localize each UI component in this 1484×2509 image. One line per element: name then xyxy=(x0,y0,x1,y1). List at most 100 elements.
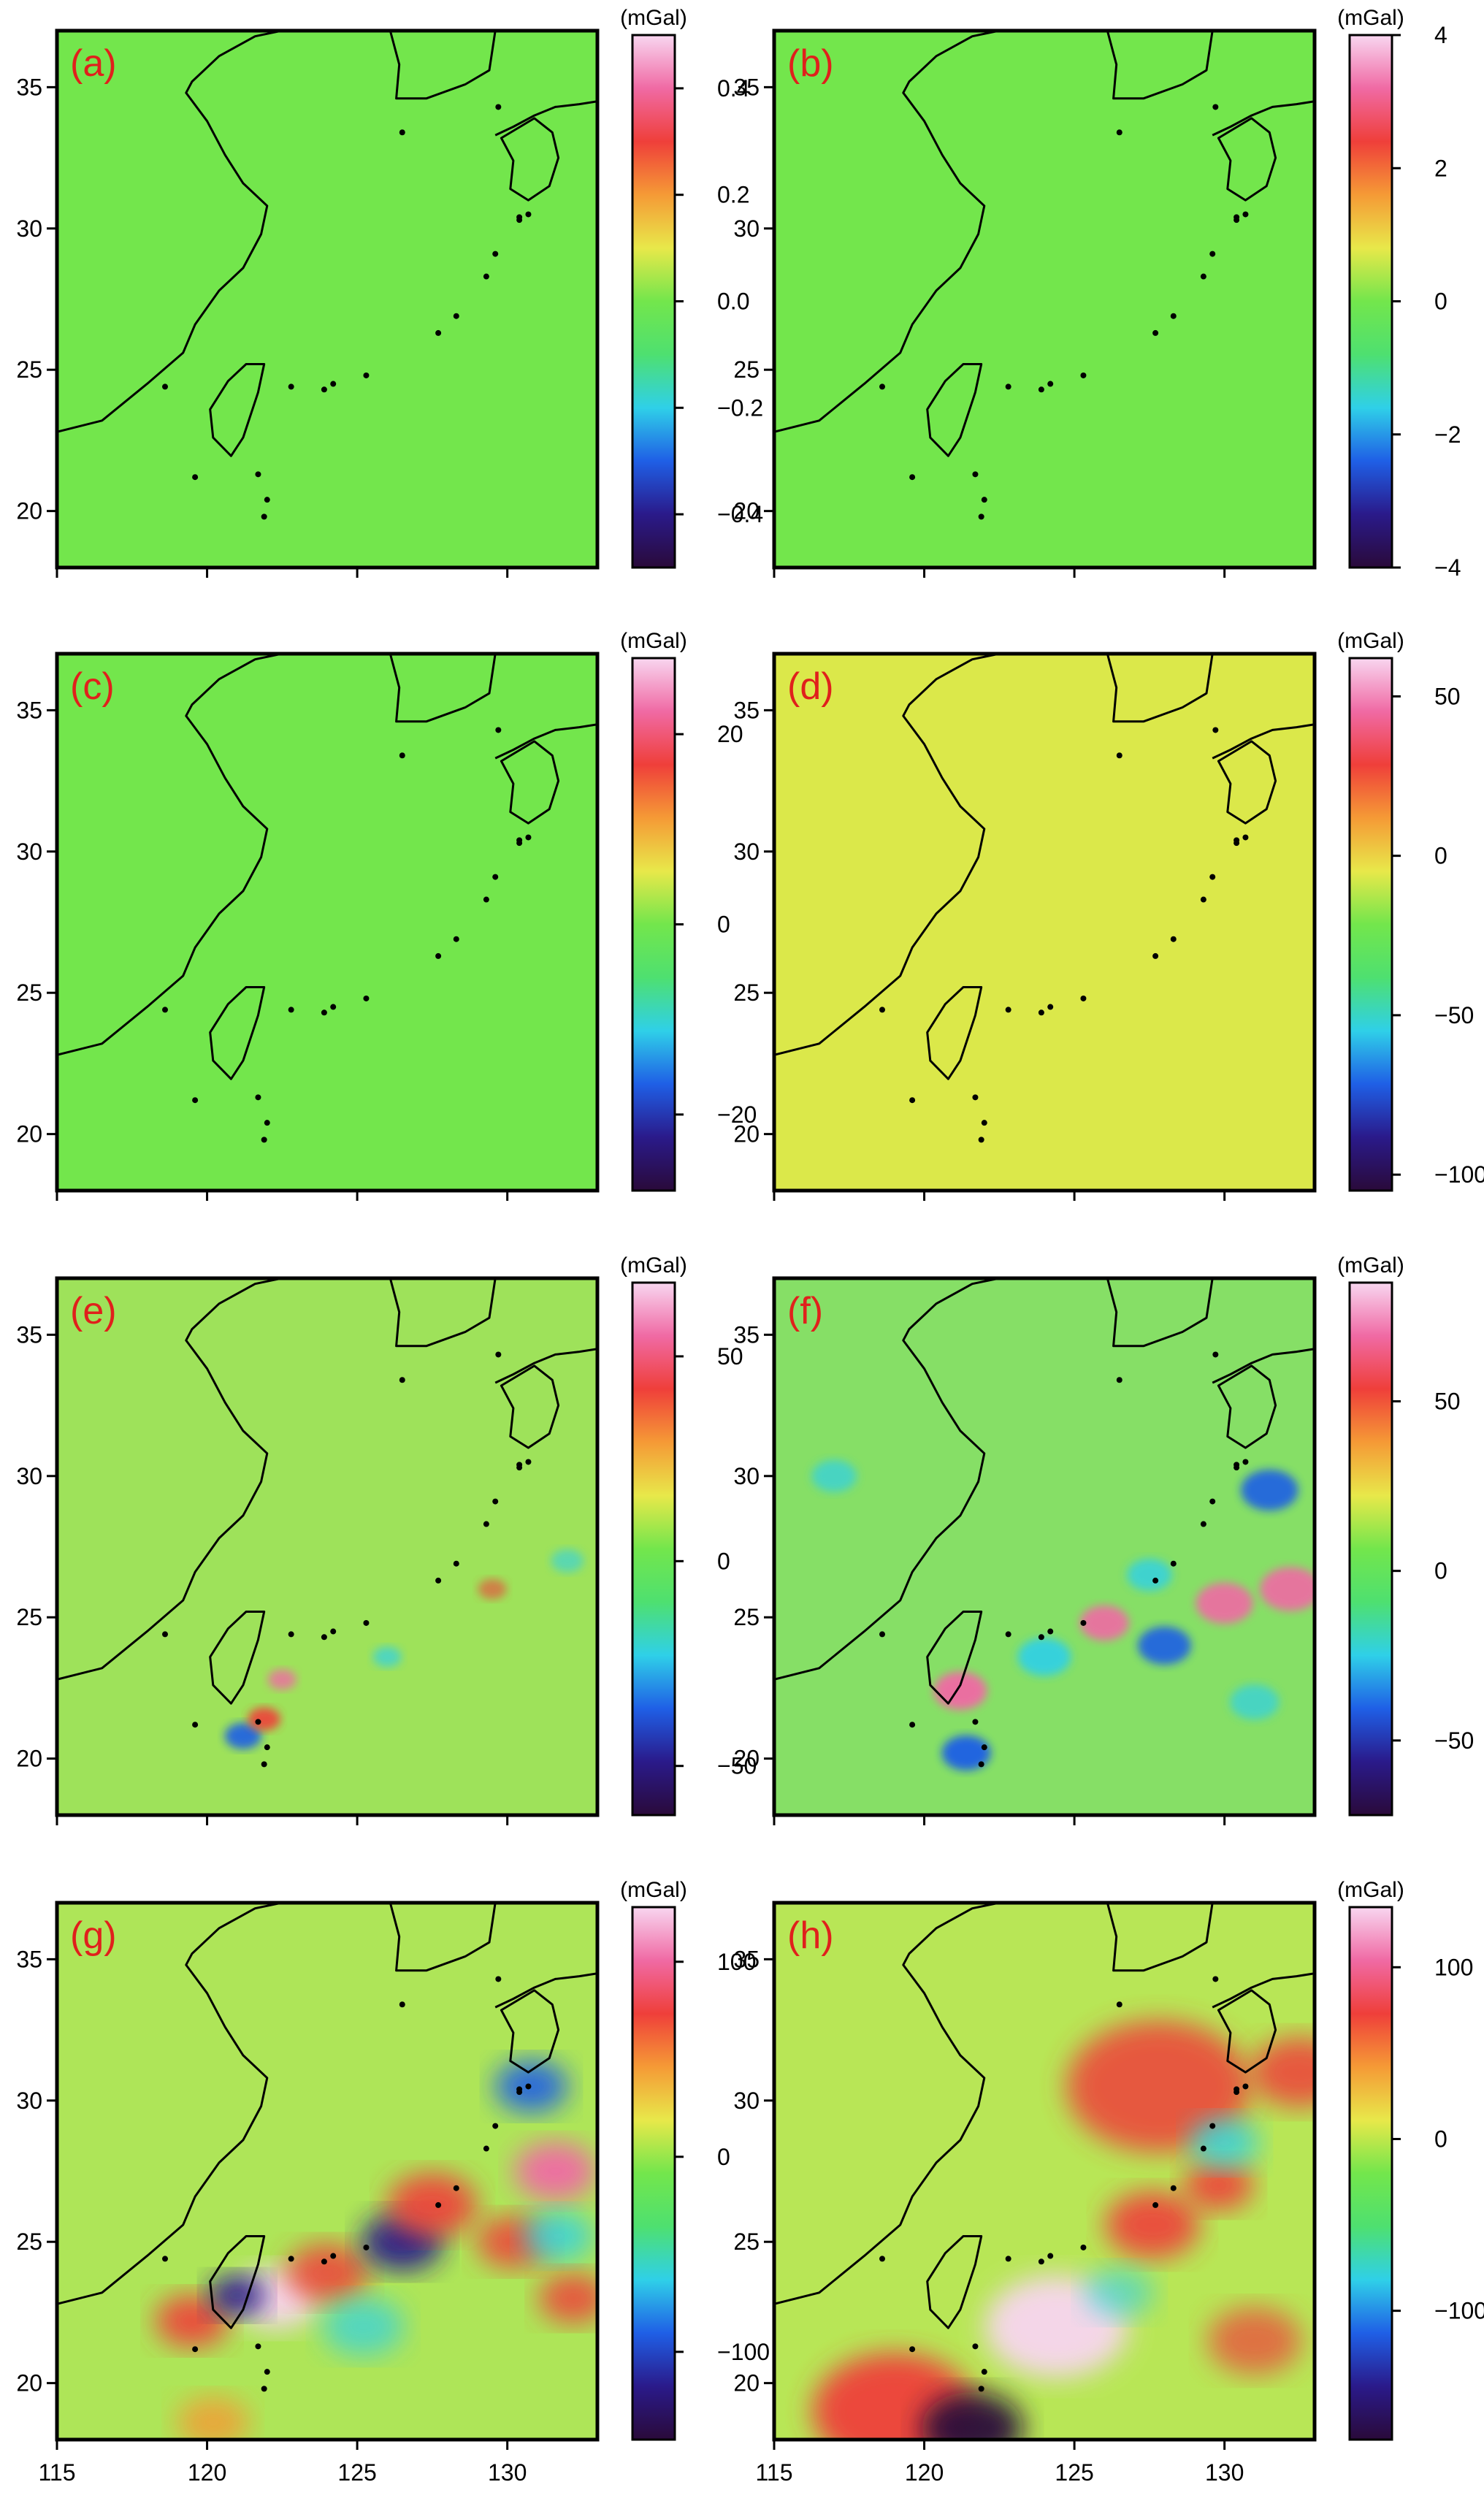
island-marker xyxy=(435,952,442,959)
island-marker xyxy=(879,1007,885,1013)
china-coastline xyxy=(57,31,283,433)
japan-coastline xyxy=(494,100,597,137)
map-frame xyxy=(55,1901,600,2442)
y-tick-label: 20 xyxy=(16,498,42,524)
island-marker xyxy=(1047,381,1054,387)
taiwan-coastline xyxy=(209,363,266,457)
panel-label: (b) xyxy=(787,42,834,85)
map-frame xyxy=(772,28,1317,570)
y-tick-label: 25 xyxy=(16,356,42,383)
island-marker xyxy=(363,372,370,378)
island-marker xyxy=(399,752,405,759)
korea-coastline xyxy=(389,654,497,723)
island-marker xyxy=(1047,1628,1054,1635)
island-marker xyxy=(1038,2258,1044,2265)
map-frame xyxy=(772,652,1317,1193)
china-coastline xyxy=(774,31,1000,433)
island-marker xyxy=(1200,1521,1206,1527)
y-tick-label: 20 xyxy=(16,2370,42,2397)
y-tick-label: 20 xyxy=(733,498,760,524)
island-marker xyxy=(453,1560,459,1567)
island-marker xyxy=(981,2369,987,2375)
anomaly-blob xyxy=(1241,1470,1298,1511)
x-tick-label: 130 xyxy=(488,2459,527,2486)
island-marker xyxy=(162,2256,168,2262)
korea-coastline xyxy=(1106,654,1214,723)
island-marker xyxy=(909,1722,916,1728)
panel-label: (d) xyxy=(787,665,834,708)
map-background xyxy=(774,654,1315,1191)
island-marker xyxy=(525,1459,532,1465)
x-tick-label: 120 xyxy=(905,2459,944,2486)
colorbar-tick-label: 0 xyxy=(717,912,730,938)
y-tick-label: 30 xyxy=(733,215,760,242)
kyushu-coastline xyxy=(1217,1364,1277,1449)
colorbar-tick-label: 50 xyxy=(717,1343,743,1370)
kyushu-coastline xyxy=(500,1364,560,1449)
map-panel-f: 20 25 30 35 (f) (mGal) 50 0 −50 xyxy=(733,1253,1474,1825)
colorbar-tick-label: −2 xyxy=(1434,421,1461,448)
colorbar-tick-label: −50 xyxy=(1434,1727,1474,1754)
kyushu-coastline xyxy=(500,1989,560,2074)
island-marker xyxy=(981,497,987,503)
island-marker xyxy=(264,497,270,503)
map-frame xyxy=(55,28,600,570)
anomaly-field xyxy=(774,1903,1315,2440)
coastlines xyxy=(774,654,1315,1143)
island-marker xyxy=(1209,874,1216,880)
island-marker xyxy=(1152,329,1159,336)
island-marker xyxy=(321,2258,327,2265)
kyushu-coastline xyxy=(500,740,560,825)
anomaly-field xyxy=(57,654,597,1143)
anomaly-blob xyxy=(1183,2160,1254,2210)
anomaly-field xyxy=(774,654,1315,1143)
island-marker xyxy=(1080,1619,1087,1626)
china-coastline xyxy=(774,654,1000,1056)
colorbar: (mGal) 100 0 −100 xyxy=(1337,1878,1484,2441)
coastlines xyxy=(774,1903,1315,2392)
anomaly-blob xyxy=(1250,2037,1315,2108)
anomaly-field xyxy=(57,31,597,520)
island-marker xyxy=(264,2369,270,2375)
colorbar-tick-label: −100 xyxy=(1434,2298,1484,2324)
island-marker xyxy=(453,2185,459,2191)
y-tick-label: 30 xyxy=(16,2088,42,2114)
island-marker xyxy=(483,273,489,280)
anomaly-blob xyxy=(267,1669,297,1690)
island-marker xyxy=(330,381,337,387)
x-tick-label: 125 xyxy=(337,2459,376,2486)
panel-label: (h) xyxy=(787,1914,834,1957)
map-panel-h: 20 25 30 35 (h) (mGal) 100 0 −100 xyxy=(733,1878,1484,2450)
anomaly-field xyxy=(57,1278,597,1768)
colorbar-tick-label: 0 xyxy=(1434,843,1447,869)
colorbar-tick-label: 0.2 xyxy=(717,182,749,208)
island-marker xyxy=(1005,383,1011,390)
y-tick-label: 30 xyxy=(16,1463,42,1489)
y-tick-label: 35 xyxy=(733,697,760,723)
korea-coastline xyxy=(389,1278,497,1348)
colorbar-tick-label: 0 xyxy=(1434,289,1447,315)
anomaly-blob xyxy=(1085,2267,1155,2318)
anomaly-blob xyxy=(322,2297,405,2356)
island-marker xyxy=(972,471,979,478)
korea-coastline xyxy=(389,1903,497,1972)
island-marker xyxy=(1234,1462,1240,1468)
panel-label: (g) xyxy=(70,1914,117,1957)
map-panel-a: 20 25 30 35 (a) (mGal) 0.4 0.2 0.0 −0.2 −0.4 xyxy=(16,6,763,578)
japan-coastline xyxy=(494,1972,597,2009)
y-tick-label: 20 xyxy=(733,1746,760,1772)
map-background xyxy=(57,654,597,1191)
island-marker xyxy=(1116,752,1122,759)
taiwan-coastline xyxy=(926,986,983,1080)
y-tick-label: 35 xyxy=(16,1321,42,1348)
colorbar-tick-label: −100 xyxy=(717,2339,770,2365)
anomaly-blob xyxy=(538,2273,597,2323)
anomaly-blob xyxy=(1079,1605,1129,1641)
island-marker xyxy=(288,1631,294,1638)
colorbar-scale xyxy=(1348,1906,1393,2441)
island-marker xyxy=(1212,1351,1219,1358)
colorbar-tick-label: 0 xyxy=(1434,2126,1447,2152)
island-marker xyxy=(972,2343,979,2350)
island-marker xyxy=(972,1719,979,1725)
